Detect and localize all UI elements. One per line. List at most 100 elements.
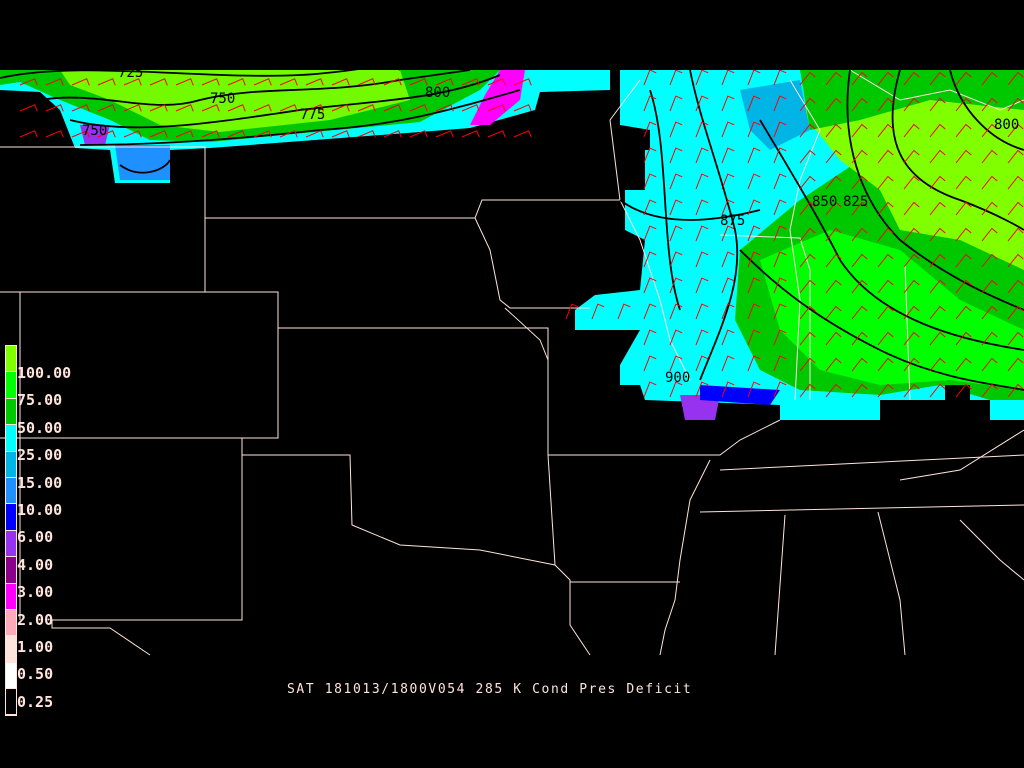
colorbar-swatch [6, 530, 16, 558]
wind-barb [851, 175, 868, 190]
wind-barb [955, 149, 972, 164]
wind-barb [825, 201, 842, 216]
contour-label: 800 [425, 85, 450, 101]
wind-barb [851, 253, 868, 268]
wind-barb [721, 69, 735, 86]
wind-barb [851, 149, 868, 164]
wind-barb [1007, 71, 1024, 86]
wind-barb [981, 175, 998, 190]
wind-barb [383, 104, 402, 112]
wind-barb [695, 277, 709, 294]
wind-barb [123, 104, 142, 112]
wind-barb [201, 78, 220, 86]
wind-barb [721, 121, 735, 138]
contour-label: 750 [210, 91, 235, 107]
wind-barb [929, 201, 946, 216]
wind-barb [773, 225, 787, 242]
wind-barb [747, 147, 761, 164]
wind-barb [955, 383, 972, 398]
wind-barb [825, 227, 842, 242]
wind-barb [253, 78, 272, 86]
wind-barb [97, 104, 116, 112]
wind-barb [695, 69, 709, 86]
colorbar-label: 6.00 [17, 528, 54, 547]
wind-barb [643, 199, 657, 216]
wind-barb [617, 303, 631, 320]
pressure-deficit-fill [0, 70, 1024, 420]
wind-barb [955, 357, 972, 372]
wind-barb [71, 104, 90, 112]
wind-barb [877, 383, 894, 398]
wind-barb [357, 104, 376, 112]
wind-barb [643, 277, 657, 294]
wind-barb [903, 253, 920, 268]
wind-barb [851, 201, 868, 216]
wind-barb [981, 227, 998, 242]
wind-barb [929, 175, 946, 190]
colorbar-label: 75.00 [17, 391, 63, 410]
wind-barb [513, 130, 532, 138]
wind-barb [461, 104, 480, 112]
wind-barb [1007, 253, 1024, 268]
wind-barb [1007, 331, 1024, 346]
wind-barb [695, 225, 709, 242]
wind-barb [695, 381, 709, 398]
wind-barb [929, 227, 946, 242]
wind-barb [799, 305, 816, 320]
colorbar-swatch [6, 346, 16, 373]
wind-barb [175, 78, 194, 86]
wind-barb [903, 357, 920, 372]
colorbar-swatch [6, 425, 16, 452]
wind-barb [903, 201, 920, 216]
wind-barb [149, 104, 168, 112]
wind-barb [721, 381, 735, 398]
wind-barb [227, 78, 246, 86]
contour-label: 875 [720, 213, 745, 229]
wind-barb [721, 303, 735, 320]
wind-barb [929, 123, 946, 138]
wind-barb [825, 383, 842, 398]
wind-barb [201, 104, 220, 112]
wind-barb [955, 279, 972, 294]
wind-barb [97, 78, 116, 86]
wind-barb [981, 279, 998, 294]
wind-barb [981, 331, 998, 346]
wind-barb [851, 123, 868, 138]
wind-barb [1007, 175, 1024, 190]
colorbar-label: 100.00 [17, 364, 72, 382]
wind-barb [903, 227, 920, 242]
wind-barb [747, 69, 761, 86]
contour-label: 825 [843, 194, 868, 210]
wind-barb [643, 355, 657, 372]
colorbar-label: 2.00 [17, 610, 54, 629]
wind-barb [435, 130, 454, 138]
wind-barb [747, 225, 761, 242]
wind-barb [643, 225, 657, 242]
wind-barb [851, 305, 868, 320]
wind-barb [643, 303, 657, 320]
wind-barb [643, 381, 657, 398]
wind-barb [695, 95, 709, 112]
wind-barb [669, 355, 683, 372]
wind-barb [669, 199, 683, 216]
wind-barb [799, 331, 816, 346]
wind-barb [747, 95, 761, 112]
wind-barb [903, 279, 920, 294]
wind-barb [669, 381, 683, 398]
wind-barbs [19, 69, 1024, 398]
wind-barb [695, 147, 709, 164]
wind-barb [981, 123, 998, 138]
wind-barb [877, 149, 894, 164]
wind-barb [487, 78, 506, 86]
wind-barb [669, 329, 683, 346]
colorbar-label: 0.25 [17, 692, 54, 711]
wind-barb [643, 121, 657, 138]
wind-barb [591, 303, 605, 320]
wind-barb [669, 251, 683, 268]
wind-barb [877, 253, 894, 268]
wind-barb [955, 227, 972, 242]
wind-barb [773, 381, 787, 398]
wind-barb [955, 305, 972, 320]
wind-barb [929, 97, 946, 112]
